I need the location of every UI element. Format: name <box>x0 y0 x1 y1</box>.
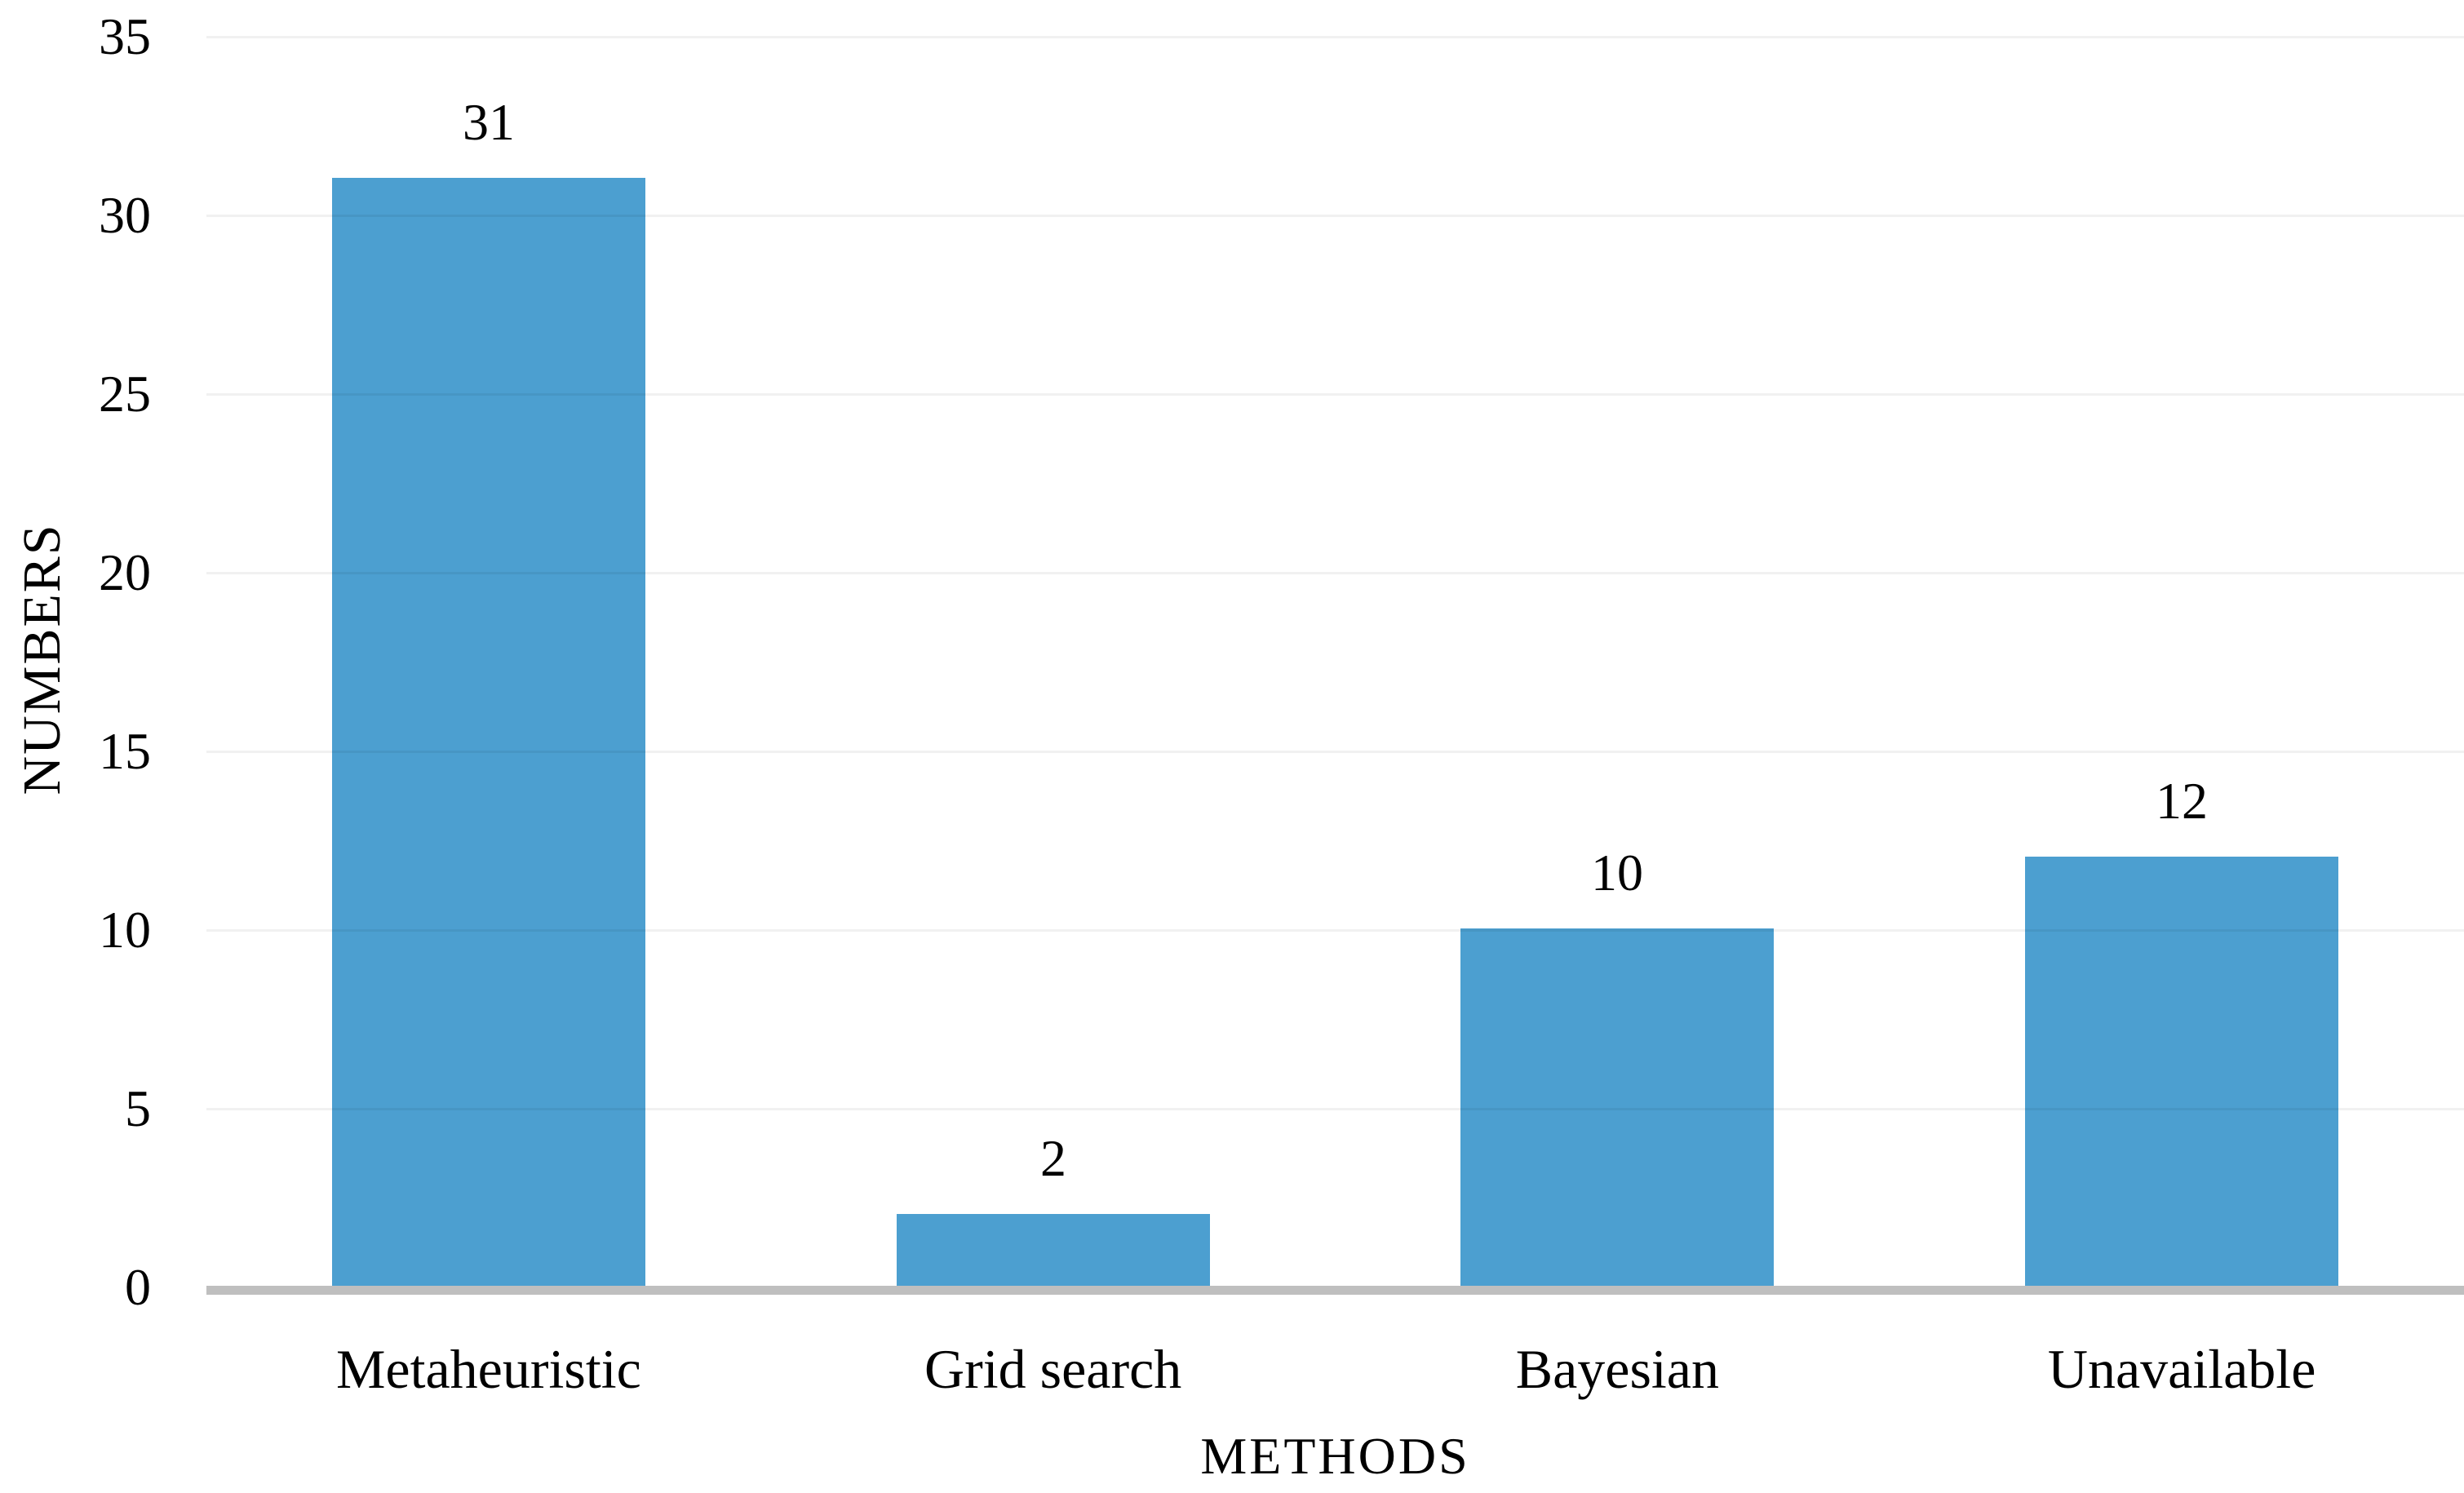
bar-value-label-grid-search: 2 <box>1040 1129 1066 1188</box>
category-label-unavailable: Unavailable <box>2047 1338 2316 1400</box>
gridline-y20 <box>206 571 2464 574</box>
y-tick-label-30: 30 <box>99 186 151 244</box>
gridline-y15 <box>206 750 2464 753</box>
category-label-grid-search: Grid search <box>924 1338 1182 1400</box>
bar-bayesian <box>1460 928 1774 1286</box>
y-tick-label-5: 5 <box>125 1079 151 1137</box>
y-tick-label-35: 35 <box>99 7 151 65</box>
category-label-bayesian: Bayesian <box>1515 1338 1719 1400</box>
y-tick-label-10: 10 <box>99 901 151 959</box>
x-axis-title: METHODS <box>1200 1427 1470 1485</box>
x-axis-line <box>206 1286 2464 1295</box>
gridline-y30 <box>206 214 2464 217</box>
plot-area <box>206 0 2464 1493</box>
y-tick-label-20: 20 <box>99 543 151 601</box>
bar-value-label-bayesian: 10 <box>1591 844 1643 902</box>
category-label-metaheuristic: Metaheuristic <box>335 1338 641 1400</box>
gridline-y10 <box>206 928 2464 932</box>
gridline-y25 <box>206 392 2464 396</box>
gridline-y5 <box>206 1107 2464 1110</box>
y-tick-label-0: 0 <box>125 1258 151 1316</box>
bar-metaheuristic <box>332 178 645 1286</box>
bar-unavailable <box>2025 857 2338 1286</box>
bar-grid-search <box>897 1214 1210 1286</box>
bar-value-label-unavailable: 12 <box>2156 772 2208 831</box>
y-tick-label-15: 15 <box>99 722 151 780</box>
y-tick-label-25: 25 <box>99 365 151 423</box>
gridline-y35 <box>206 35 2464 38</box>
bar-value-label-metaheuristic: 31 <box>463 93 515 152</box>
